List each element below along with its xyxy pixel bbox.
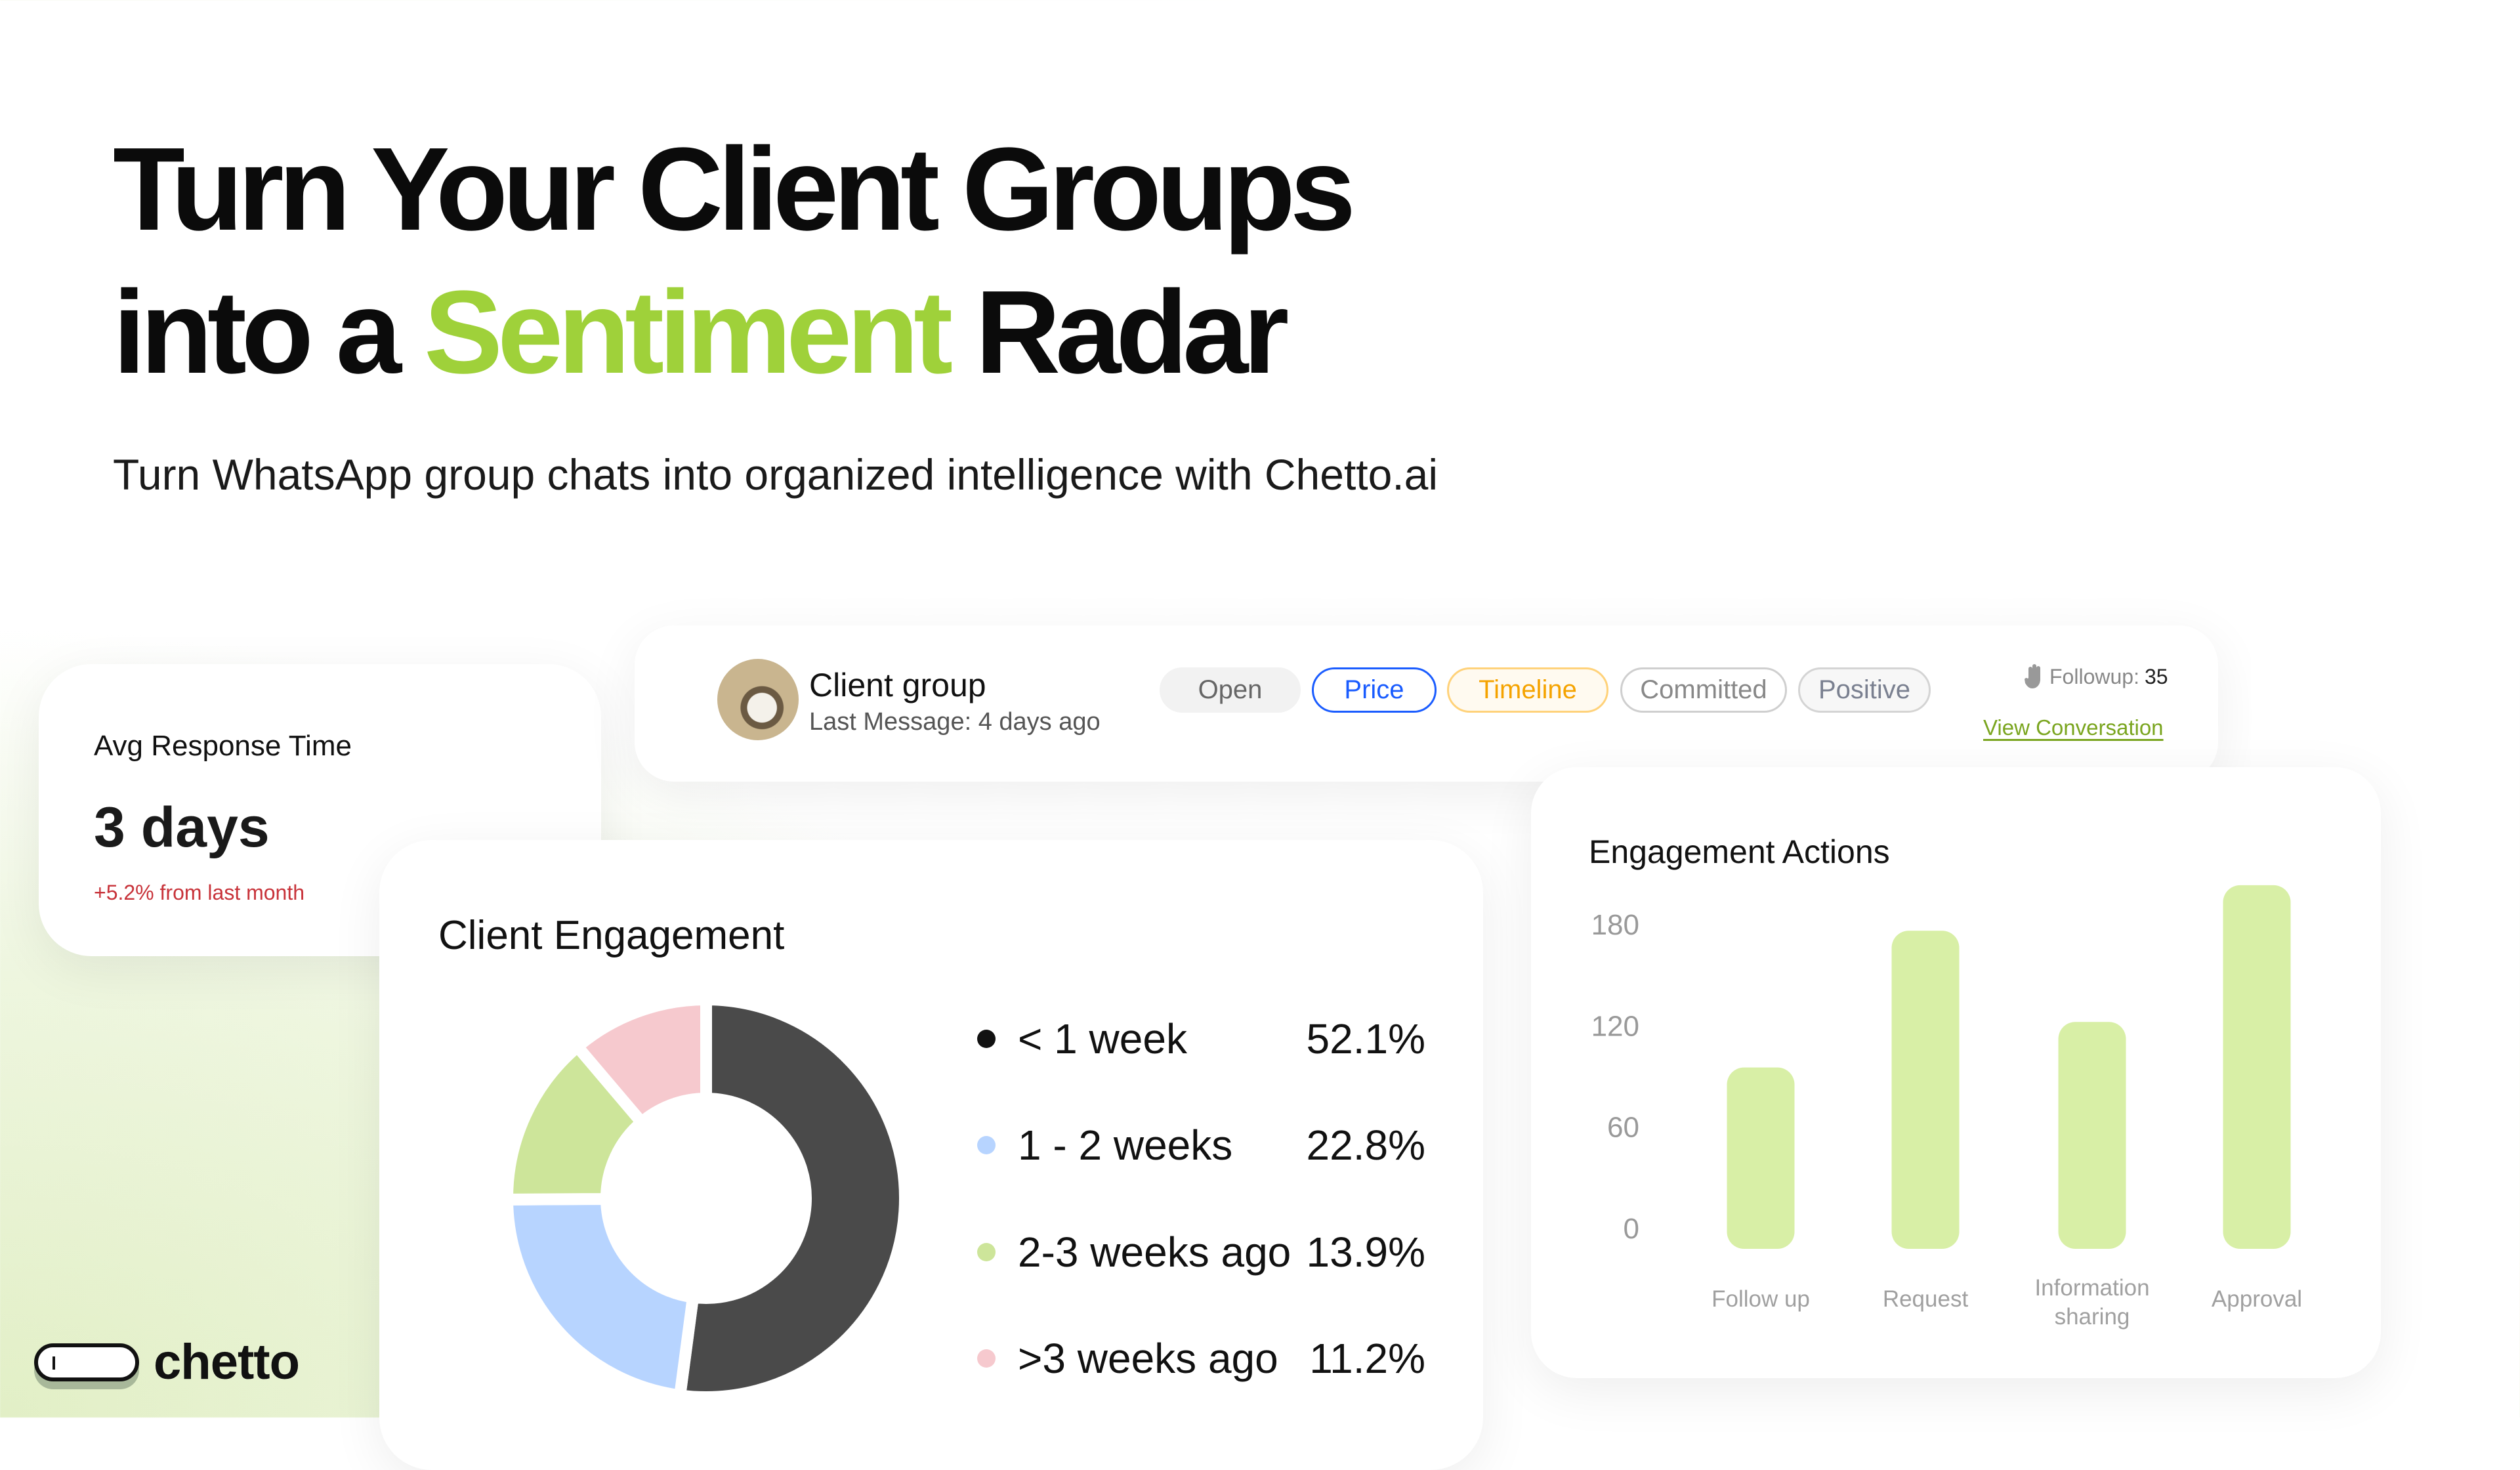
client-engagement-donut xyxy=(501,994,911,1403)
x-category-label: Request xyxy=(1883,1286,1969,1312)
engagement-actions-chart: 0 60 120 180 Follow up Request Information shar… xyxy=(1591,885,2302,1330)
legend-dot xyxy=(977,1136,996,1154)
tag-chip-open[interactable]: Open xyxy=(1160,667,1301,713)
x-category-label: Approval xyxy=(2212,1286,2302,1312)
hero-title-line1: Turn Your Client Groups xyxy=(113,123,1356,255)
avg-response-delta: +5.2% from last month xyxy=(94,881,305,904)
donut-slice xyxy=(501,1192,700,1402)
x-category-label: Follow up xyxy=(1712,1286,1810,1312)
legend-dot xyxy=(977,1030,996,1048)
logo-text: chetto xyxy=(154,1334,300,1390)
legend-value: 52.1% xyxy=(1306,1015,1425,1062)
legend-item: 2-3 weeks ago 13.9% xyxy=(977,1226,1425,1278)
bar xyxy=(1727,1067,1795,1249)
hero-subtitle: Turn WhatsApp group chats into organized… xyxy=(113,450,1438,499)
group-name: Client group xyxy=(809,667,986,704)
avg-response-card: Avg Response Time 3 days +5.2% from last… xyxy=(39,664,601,956)
legend-item: < 1 week 52.1% xyxy=(977,1013,1425,1065)
avg-response-title: Avg Response Time xyxy=(94,730,352,762)
client-engagement-card: Client Engagement < 1 week 52.1% 1 - 2 wee… xyxy=(379,840,1483,1470)
bar xyxy=(2058,1022,2126,1249)
legend-label: 2-3 weeks ago xyxy=(1018,1228,1292,1276)
legend-dot xyxy=(977,1349,996,1368)
x-category-label: Information xyxy=(2034,1275,2149,1301)
engagement-actions-card: Engagement Actions 0 60 120 180 Follow up Req… xyxy=(1531,767,2381,1378)
hero-prefix: into a xyxy=(113,266,402,398)
legend-value: 11.2% xyxy=(1309,1335,1425,1382)
legend-value: 13.9% xyxy=(1306,1228,1425,1276)
hero-suffix: Radar xyxy=(975,266,1289,398)
hand-icon xyxy=(2025,664,2040,688)
engagement-actions-title: Engagement Actions xyxy=(1589,833,1890,870)
tag-chip-timeline[interactable]: Timeline xyxy=(1447,667,1608,713)
bar xyxy=(1891,931,1960,1249)
y-tick-label: 120 xyxy=(1591,1010,1639,1042)
hero-title: Turn Your Client Groups into a Sentiment… xyxy=(113,118,1356,404)
hero-highlight: Sentiment xyxy=(424,266,953,398)
followup-value: 35 xyxy=(2144,664,2168,688)
last-message: Last Message: 4 days ago xyxy=(809,708,1101,736)
legend-label: >3 weeks ago xyxy=(1018,1335,1278,1382)
y-tick-label: 0 xyxy=(1624,1213,1639,1245)
tag-chip-committed[interactable]: Committed xyxy=(1620,667,1787,713)
legend-item: 1 - 2 weeks 22.8% xyxy=(977,1119,1425,1171)
client-group-card: Client group Last Message: 4 days ago Op… xyxy=(635,625,2218,782)
donut-slice xyxy=(674,994,911,1403)
bar xyxy=(2223,885,2291,1249)
followup-label: Followup: xyxy=(2049,664,2139,688)
chetto-logo: chetto xyxy=(34,1334,300,1391)
legend-value: 22.8% xyxy=(1306,1122,1425,1169)
legend-item: >3 weeks ago 11.2% xyxy=(977,1332,1425,1385)
avatar xyxy=(717,659,799,740)
avg-response-value: 3 days xyxy=(94,796,270,859)
y-tick-label: 60 xyxy=(1607,1112,1639,1144)
followup-count: Followup: 35 xyxy=(2025,663,2168,690)
legend-label: 1 - 2 weeks xyxy=(1018,1122,1233,1169)
y-tick-label: 180 xyxy=(1591,909,1639,941)
donut-slice xyxy=(571,994,712,1129)
tag-chip-positive[interactable]: Positive xyxy=(1798,667,1931,713)
tag-chip-price[interactable]: Price xyxy=(1312,667,1437,713)
legend-dot xyxy=(977,1243,996,1261)
view-conversation-link[interactable]: View Conversation xyxy=(1983,715,2164,740)
logo-mark xyxy=(34,1343,139,1381)
x-category-label: sharing xyxy=(2055,1304,2130,1330)
hero-title-line2: into a Sentiment Radar xyxy=(113,261,1351,404)
client-engagement-title: Client Engagement xyxy=(438,913,785,958)
legend-label: < 1 week xyxy=(1018,1015,1187,1062)
